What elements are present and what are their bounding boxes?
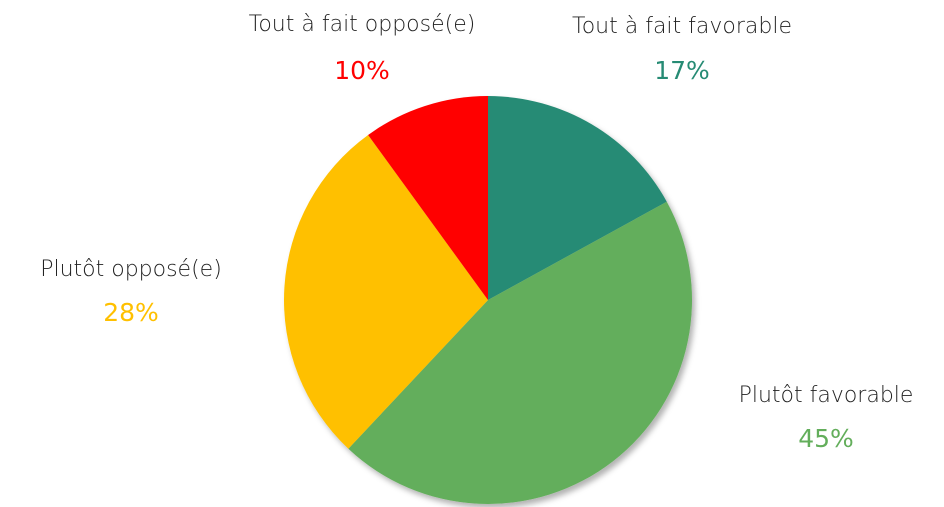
pie-slice: [488, 96, 667, 300]
slice-value-label: 28%: [103, 298, 159, 327]
slice-label: Plutôt opposé(e): [40, 257, 222, 282]
pie-slice: [368, 96, 488, 300]
slice-value-label: 45%: [798, 424, 854, 453]
slice-label: Plutôt favorable: [739, 383, 914, 408]
slice-value-label: 17%: [654, 56, 710, 85]
pie: [284, 96, 692, 505]
slice-value-label: 10%: [334, 56, 390, 85]
pie-slice: [284, 134, 488, 449]
slice-label: Tout à fait favorable: [572, 14, 792, 39]
pie-slice: [348, 201, 692, 505]
slice-label: Tout à fait opposé(e): [249, 12, 476, 37]
